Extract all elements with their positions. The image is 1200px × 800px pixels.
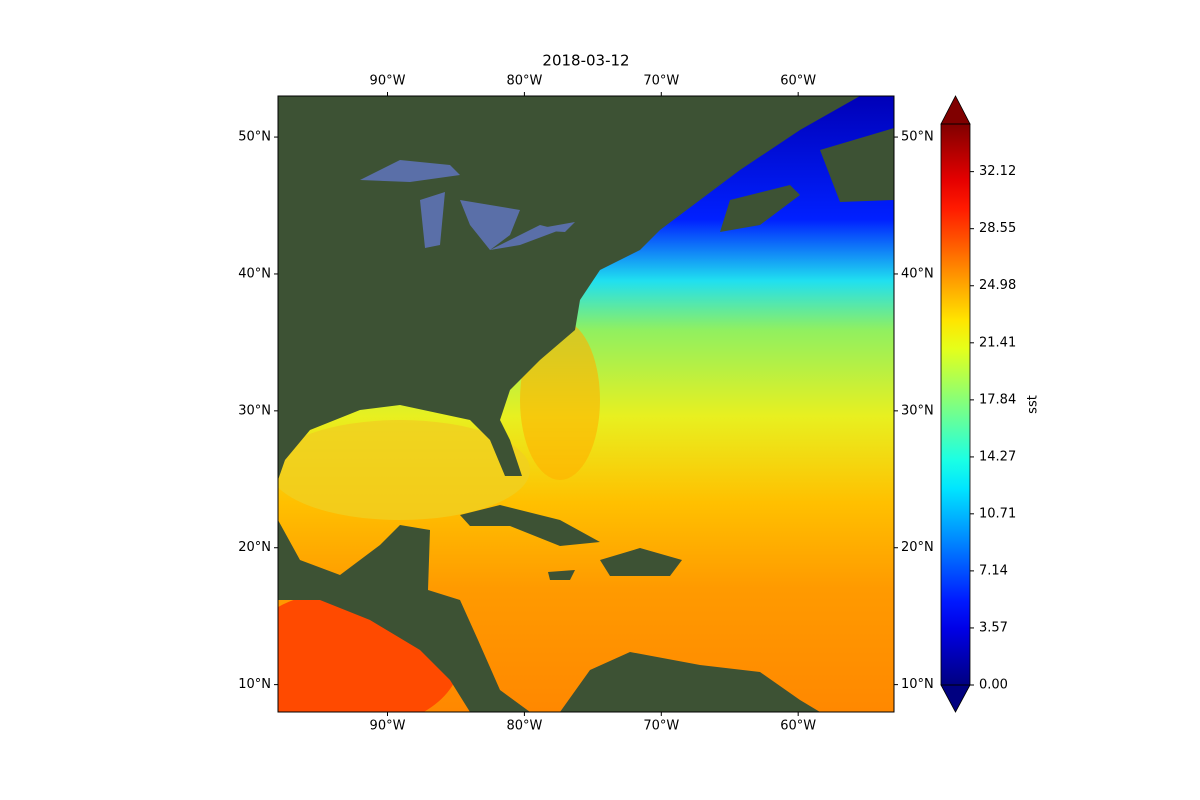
colorbar-tick-label: 10.71 <box>979 506 1016 521</box>
colorbar-tick-label: 3.57 <box>979 620 1008 635</box>
colorbar-label: sst <box>1026 395 1041 414</box>
colorbar-tick-label: 17.84 <box>979 392 1016 407</box>
colorbar-tick-label: 21.41 <box>979 335 1016 350</box>
map-image <box>278 96 894 712</box>
x-tick-label: 70°W <box>643 74 679 89</box>
map-frame <box>277 95 895 713</box>
colorbar-tick-label: 7.14 <box>979 563 1008 578</box>
x-tick-label: 60°W <box>780 719 816 734</box>
gulf-warm <box>278 420 530 520</box>
x-tick-label: 80°W <box>506 719 542 734</box>
x-tick-label: 70°W <box>643 719 679 734</box>
colorbar-extend-max <box>940 95 971 125</box>
colorbar-tick-label: 14.27 <box>979 449 1016 464</box>
colorbar-scale <box>941 124 970 685</box>
y-tick-label: 20°N <box>238 540 271 555</box>
y-tick-label: 20°N <box>901 540 934 555</box>
x-tick-label: 90°W <box>370 74 406 89</box>
land <box>278 96 894 712</box>
colorbar-extend-min <box>940 684 971 713</box>
colorbar-tick-label: 24.98 <box>979 278 1016 293</box>
colorbar-tick-label: 0.00 <box>979 678 1008 693</box>
x-tick-label: 90°W <box>370 719 406 734</box>
colorbar: 0.00 3.57 7.14 10.71 14.27 17.84 21.41 24.98 28.… <box>940 95 1041 713</box>
colorbar-tick-label: 28.55 <box>979 221 1016 236</box>
colorbar-tick-label: 32.12 <box>979 164 1016 179</box>
y-tick-label: 30°N <box>901 403 934 418</box>
y-tick-label: 50°N <box>901 130 934 145</box>
y-tick-label: 40°N <box>238 266 271 281</box>
x-tick-label: 80°W <box>506 74 542 89</box>
map-title: 2018-03-12 <box>542 52 629 70</box>
y-tick-label: 10°N <box>901 677 934 692</box>
y-tick-label: 30°N <box>238 403 271 418</box>
y-tick-label: 10°N <box>238 677 271 692</box>
x-tick-label: 60°W <box>780 74 816 89</box>
great-lakes <box>360 160 575 250</box>
y-tick-label: 50°N <box>238 130 271 145</box>
colorbar-frame <box>940 123 971 686</box>
y-tick-label: 40°N <box>901 266 934 281</box>
